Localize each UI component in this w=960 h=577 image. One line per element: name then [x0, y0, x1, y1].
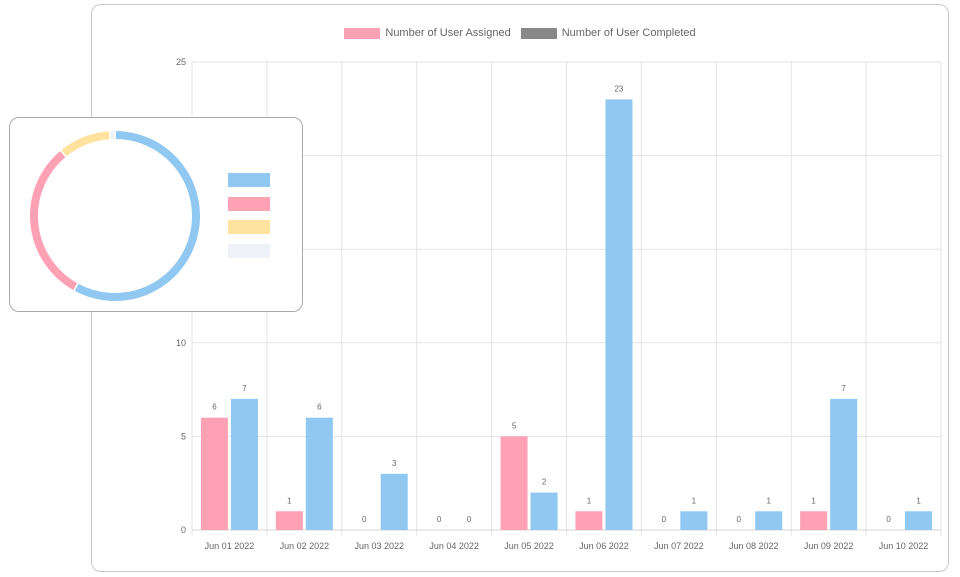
- bar-value-label: 0: [467, 515, 472, 524]
- legend-item-completed[interactable]: Number of User Completed: [520, 27, 696, 39]
- bar-value-label: 1: [811, 496, 816, 505]
- bar-value-label: 7: [841, 384, 846, 393]
- y-tick-label: 25: [176, 57, 186, 67]
- donut-legend-swatch[interactable]: [228, 244, 270, 258]
- bar-value-label: 2: [542, 478, 547, 487]
- x-tick-label: Jun 07 2022: [654, 541, 704, 551]
- bar-completed[interactable]: [830, 398, 858, 530]
- donut-slice[interactable]: [61, 131, 110, 157]
- bar-value-label: 0: [662, 515, 667, 524]
- donut-slice[interactable]: [74, 131, 200, 301]
- bar-assigned[interactable]: [575, 511, 603, 530]
- bar-assigned[interactable]: [200, 417, 228, 530]
- bar-value-label: 5: [512, 421, 517, 430]
- bar-completed[interactable]: [380, 473, 408, 530]
- bar-value-label: 0: [737, 515, 742, 524]
- bar-assigned[interactable]: [500, 436, 528, 530]
- bar-value-label: 0: [362, 515, 367, 524]
- bar-completed[interactable]: [755, 511, 783, 530]
- bar-completed[interactable]: [305, 417, 333, 530]
- donut-legend-swatch[interactable]: [228, 173, 270, 187]
- x-tick-label: Jun 02 2022: [280, 541, 330, 551]
- x-tick-label: Jun 03 2022: [354, 541, 404, 551]
- x-tick-label: Jun 04 2022: [429, 541, 479, 551]
- bar-value-label: 6: [317, 403, 322, 412]
- x-tick-label: Jun 06 2022: [579, 541, 629, 551]
- legend-swatch-assigned: [344, 27, 381, 39]
- bar-value-label: 1: [767, 496, 772, 505]
- bar-value-label: 1: [692, 496, 697, 505]
- bar-value-label: 1: [916, 496, 921, 505]
- donut-chart-card: [9, 117, 303, 312]
- x-tick-label: Jun 09 2022: [804, 541, 854, 551]
- bar-assigned[interactable]: [800, 511, 828, 530]
- legend-item-assigned[interactable]: Number of User Assigned: [344, 27, 511, 39]
- bar-chart-legend: Number of User Assigned Number of User C…: [92, 27, 948, 39]
- legend-swatch-completed: [520, 27, 557, 39]
- donut-slice[interactable]: [30, 151, 78, 291]
- bar-value-label: 1: [287, 496, 292, 505]
- bar-value-label: 3: [392, 459, 397, 468]
- bar-value-label: 0: [886, 515, 891, 524]
- legend-label-completed: Number of User Completed: [561, 27, 696, 39]
- bar-completed[interactable]: [905, 511, 933, 530]
- donut-legend-swatch[interactable]: [228, 220, 270, 234]
- bar-value-label: 6: [212, 403, 217, 412]
- bar-value-label: 23: [614, 84, 623, 93]
- x-tick-label: Jun 05 2022: [504, 541, 554, 551]
- donut-chart: [30, 131, 270, 301]
- y-tick-label: 0: [181, 525, 186, 535]
- bar-value-label: 7: [242, 384, 247, 393]
- legend-label-assigned: Number of User Assigned: [385, 27, 511, 39]
- bar-completed[interactable]: [680, 511, 708, 530]
- bar-assigned[interactable]: [275, 511, 303, 530]
- bar-value-label: 0: [437, 515, 442, 524]
- x-tick-label: Jun 08 2022: [729, 541, 779, 551]
- bar-value-label: 1: [587, 496, 592, 505]
- y-tick-label: 5: [181, 431, 186, 441]
- bar-completed[interactable]: [605, 99, 633, 530]
- x-tick-label: Jun 01 2022: [205, 541, 255, 551]
- bar-completed[interactable]: [230, 398, 258, 530]
- x-tick-label: Jun 10 2022: [879, 541, 929, 551]
- donut-legend-swatch[interactable]: [228, 197, 270, 211]
- bar-completed[interactable]: [530, 492, 558, 530]
- y-tick-label: 10: [176, 338, 186, 348]
